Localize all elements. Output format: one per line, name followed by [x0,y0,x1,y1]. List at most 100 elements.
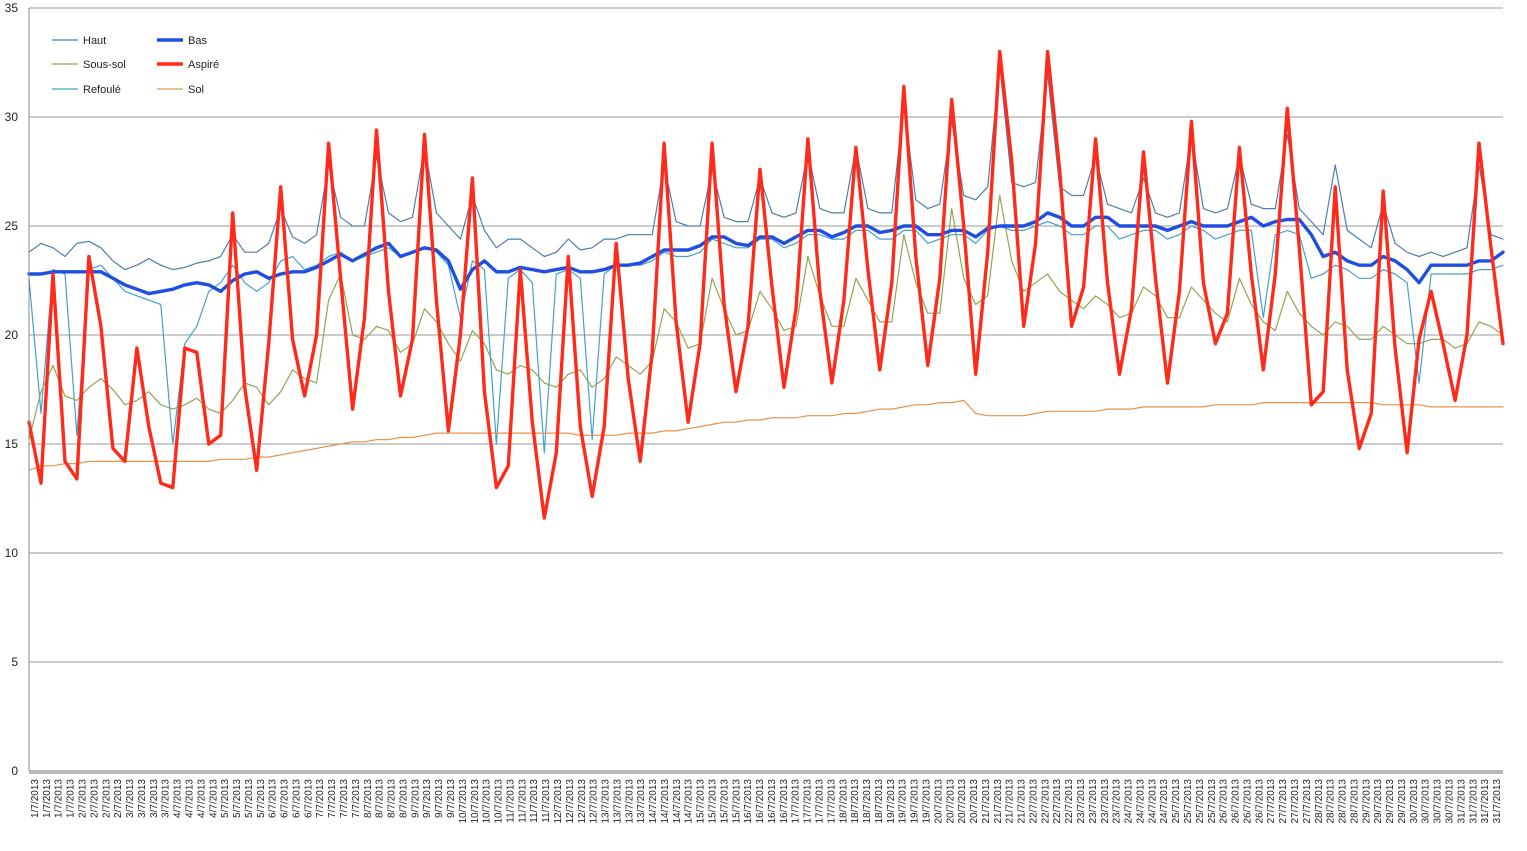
x-tick-label: 6/7/2013 [292,779,303,818]
x-tick-label: 15/7/2013 [708,779,719,824]
x-tick-label: 13/7/2013 [636,779,647,824]
x-tick-label: 30/7/2013 [1409,779,1420,824]
x-tick-label: 8/7/2013 [375,779,386,818]
x-tick-label: 1/7/2013 [30,779,41,818]
x-tick-label: 31/7/2013 [1480,779,1491,824]
x-tick-label: 14/7/2013 [648,779,659,824]
legend-label-haut: Haut [83,35,106,47]
x-tick-label: 16/7/2013 [743,779,754,824]
x-tick-label: 6/7/2013 [303,779,314,818]
x-axis-ticks: 1/7/2013 1/7/2013 1/7/2013 1/7/2013 2/7/2013… [30,779,1503,824]
x-tick-label: 16/7/2013 [767,779,778,824]
y-tick-label: 10 [5,546,19,560]
x-tick-label: 1/7/2013 [66,779,77,818]
x-tick-label: 7/7/2013 [327,779,338,818]
x-tick-label: 29/7/2013 [1397,779,1408,824]
x-tick-label: 4/7/2013 [173,779,184,818]
x-tick-label: 15/7/2013 [731,779,742,824]
x-tick-label: 30/7/2013 [1445,779,1456,824]
x-tick-label: 4/7/2013 [185,779,196,818]
legend: Haut Sous-sol Refoulé Bas Aspiré Sol [52,35,219,96]
x-tick-label: 17/7/2013 [826,779,837,824]
x-tick-label: 28/7/2013 [1326,779,1337,824]
x-tick-label: 7/7/2013 [315,779,326,818]
x-tick-label: 26/7/2013 [1242,779,1253,824]
x-tick-label: 9/7/2013 [410,779,421,818]
x-tick-label: 9/7/2013 [446,779,457,818]
series-line-haut [28,64,1504,271]
x-tick-label: 8/7/2013 [398,779,409,818]
x-tick-label: 25/7/2013 [1207,779,1218,824]
x-tick-label: 22/7/2013 [1052,779,1063,824]
x-tick-label: 4/7/2013 [196,779,207,818]
x-tick-label: 29/7/2013 [1373,779,1384,824]
series-line-aspiré [27,49,1505,520]
axes [28,8,1503,774]
x-tick-label: 1/7/2013 [42,779,53,818]
x-tick-label: 21/7/2013 [993,779,1004,824]
y-axis-ticks: 0 5 10 15 20 25 30 35 [5,1,19,778]
x-tick-label: 12/7/2013 [565,779,576,824]
x-tick-label: 19/7/2013 [898,779,909,824]
x-tick-label: 15/7/2013 [719,779,730,824]
x-tick-label: 23/7/2013 [1088,779,1099,824]
x-tick-label: 25/7/2013 [1183,779,1194,824]
x-tick-label: 4/7/2013 [208,779,219,818]
x-tick-label: 18/7/2013 [838,779,849,824]
x-tick-label: 21/7/2013 [981,779,992,824]
x-tick-label: 3/7/2013 [149,779,160,818]
x-tick-label: 17/7/2013 [803,779,814,824]
x-tick-label: 22/7/2013 [1040,779,1051,824]
x-tick-label: 5/7/2013 [232,779,243,818]
x-tick-label: 12/7/2013 [589,779,600,824]
x-tick-label: 17/7/2013 [815,779,826,824]
x-tick-label: 2/7/2013 [113,779,124,818]
x-tick-label: 6/7/2013 [280,779,291,818]
x-tick-label: 9/7/2013 [434,779,445,818]
x-axis-band [29,770,1503,774]
x-tick-label: 27/7/2013 [1290,779,1301,824]
x-tick-label: 13/7/2013 [612,779,623,824]
x-tick-label: 15/7/2013 [696,779,707,824]
x-tick-label: 8/7/2013 [363,779,374,818]
x-tick-label: 26/7/2013 [1254,779,1265,824]
x-tick-label: 24/7/2013 [1147,779,1158,824]
x-tick-label: 20/7/2013 [969,779,980,824]
x-tick-label: 3/7/2013 [137,779,148,818]
x-tick-label: 11/7/2013 [541,779,552,823]
x-tick-label: 11/7/2013 [529,779,540,823]
x-tick-label: 2/7/2013 [89,779,100,818]
x-tick-label: 2/7/2013 [78,779,89,818]
legend-label-refoulé: Refoulé [83,84,121,96]
x-tick-label: 23/7/2013 [1100,779,1111,824]
x-tick-label: 13/7/2013 [601,779,612,824]
x-tick-label: 7/7/2013 [339,779,350,818]
x-tick-label: 11/7/2013 [505,779,516,823]
x-tick-label: 11/7/2013 [517,779,528,823]
x-tick-label: 20/7/2013 [945,779,956,824]
y-tick-label: 25 [5,219,19,233]
x-tick-label: 2/7/2013 [101,779,112,818]
x-tick-label: 29/7/2013 [1385,779,1396,824]
x-tick-label: 17/7/2013 [791,779,802,824]
x-tick-label: 25/7/2013 [1195,779,1206,824]
x-tick-label: 16/7/2013 [755,779,766,824]
x-tick-label: 18/7/2013 [850,779,861,824]
x-tick-label: 1/7/2013 [54,779,65,818]
x-tick-label: 18/7/2013 [862,779,873,824]
x-tick-label: 12/7/2013 [577,779,588,824]
x-tick-label: 26/7/2013 [1219,779,1230,824]
x-tick-label: 21/7/2013 [1005,779,1016,824]
x-tick-label: 24/7/2013 [1124,779,1135,824]
x-tick-label: 24/7/2013 [1135,779,1146,824]
y-tick-label: 30 [5,110,19,124]
y-tick-label: 20 [5,328,19,342]
legend-label-sol: Sol [188,84,204,96]
x-tick-label: 3/7/2013 [125,779,136,818]
legend-label-sous-sol: Sous-sol [83,59,126,71]
x-tick-label: 10/7/2013 [494,779,505,824]
x-tick-label: 13/7/2013 [624,779,635,824]
x-tick-label: 31/7/2013 [1456,779,1467,824]
x-tick-label: 28/7/2013 [1338,779,1349,824]
